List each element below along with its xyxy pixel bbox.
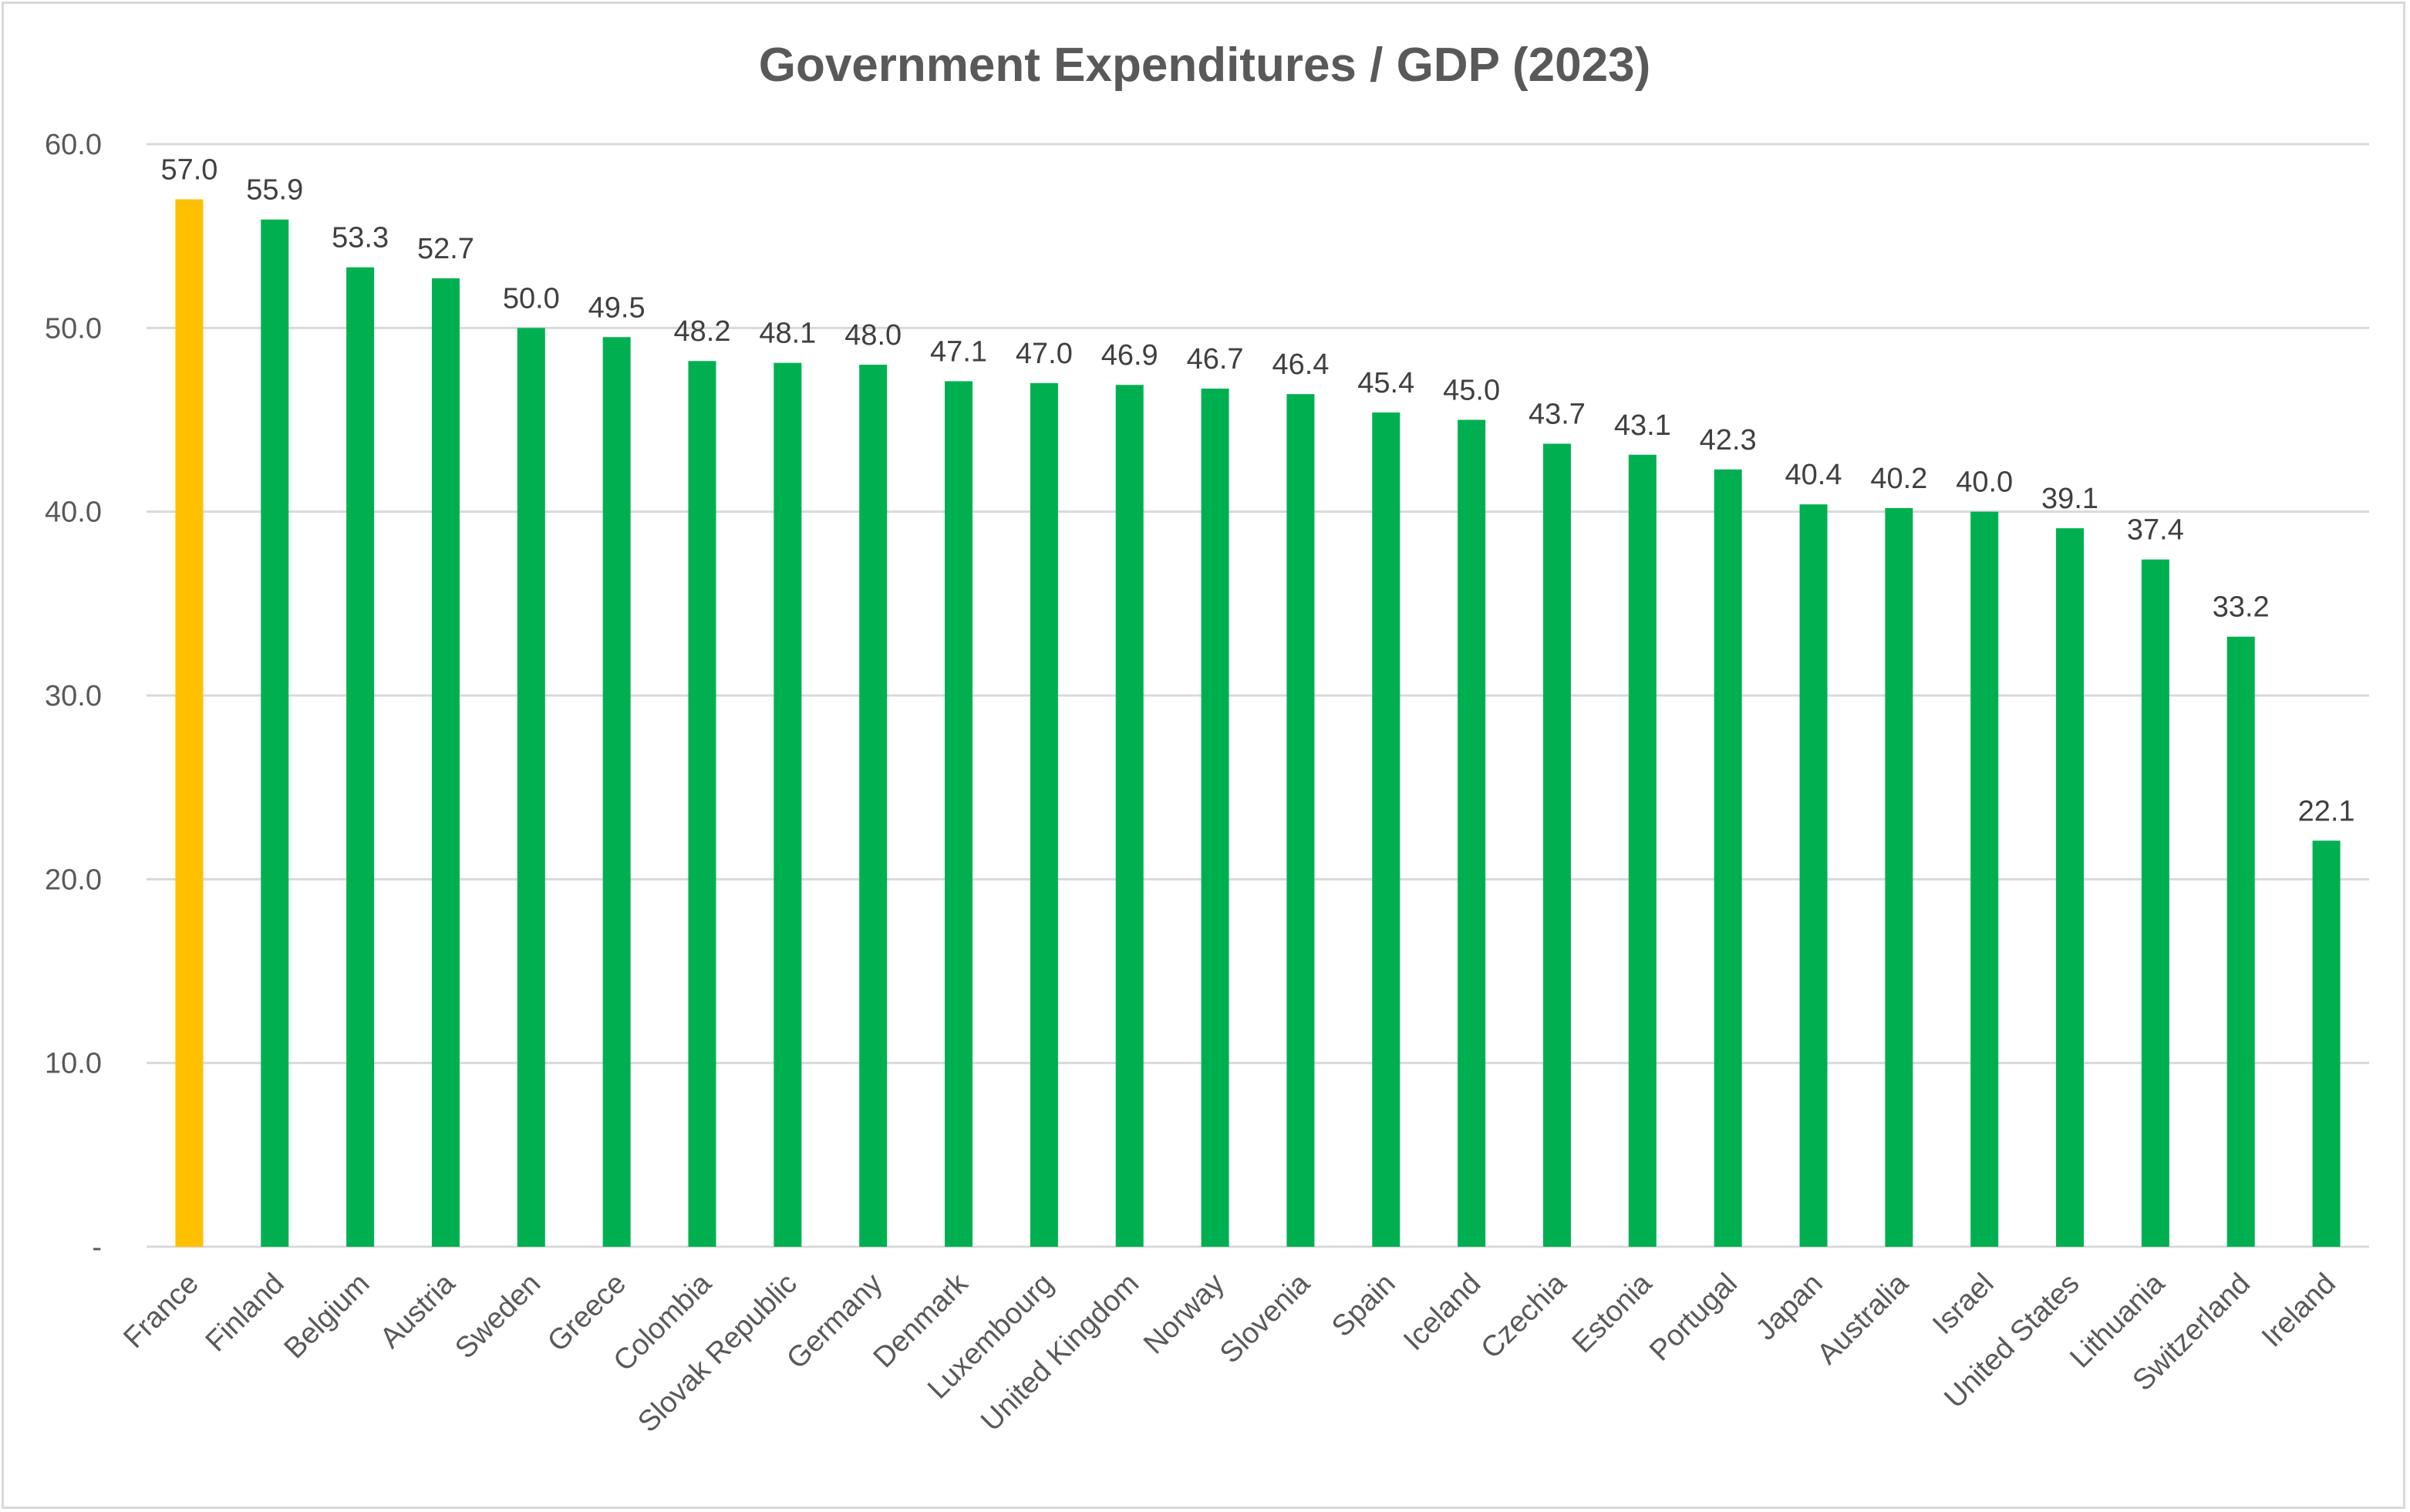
x-tick-label: Iceland (1397, 1268, 1487, 1357)
bar-united-states (2056, 528, 2085, 1247)
bar-greece (602, 337, 631, 1247)
x-tick-label: France (117, 1268, 204, 1355)
bar-portugal (1714, 469, 1742, 1247)
x-tick-label: Sweden (449, 1268, 547, 1366)
x-tick-label: Slovenia (1214, 1267, 1316, 1369)
x-tick-label: United Kingdom (975, 1268, 1145, 1438)
y-tick-label: 60.0 (45, 129, 102, 161)
y-tick-label: 20.0 (45, 864, 102, 896)
data-label: 40.4 (1785, 459, 1842, 491)
x-tick-label: Australia (1811, 1267, 1915, 1371)
y-tick-label: 40.0 (45, 497, 102, 529)
bar-luxembourg (1030, 382, 1058, 1247)
bar-iceland (1458, 419, 1486, 1247)
bar-united-kingdom (1115, 385, 1144, 1247)
bar-finland (261, 219, 289, 1247)
x-tick-label: Finland (200, 1268, 291, 1359)
y-tick-label: 10.0 (45, 1048, 102, 1080)
bar-germany (859, 365, 888, 1247)
bar-colombia (688, 361, 716, 1247)
x-tick-label: Spain (1326, 1268, 1401, 1343)
chart-title: Government Expenditures / GDP (2023) (759, 39, 1651, 92)
x-tick-label: Ireland (2256, 1268, 2342, 1354)
bar-sweden (517, 328, 545, 1247)
data-label: 47.0 (1016, 338, 1073, 370)
bar-slovenia (1286, 394, 1315, 1248)
y-tick-label: 50.0 (45, 312, 102, 345)
data-label: 53.3 (332, 222, 389, 254)
data-label: 50.0 (503, 282, 560, 315)
x-tick-label: Slovak Republic (632, 1268, 803, 1439)
data-label: 57.0 (160, 154, 217, 187)
bar-spain (1372, 412, 1400, 1247)
data-label: 45.4 (1357, 367, 1414, 399)
bar-australia (1885, 507, 1913, 1247)
bar-switzerland (2226, 636, 2255, 1247)
bar-estonia (1628, 454, 1657, 1247)
y-tick-label: - (92, 1231, 102, 1264)
data-label: 49.5 (588, 291, 645, 324)
bar-czechia (1542, 443, 1571, 1247)
x-tick-label: Israel (1926, 1268, 2000, 1341)
data-label: 40.2 (1870, 463, 1927, 495)
x-tick-label: Czechia (1475, 1267, 1573, 1365)
x-tick-label: Portugal (1643, 1268, 1744, 1368)
bar-israel (1970, 511, 1999, 1247)
x-tick-label: Japan (1750, 1268, 1829, 1347)
data-label: 33.2 (2213, 591, 2270, 624)
bar-denmark (945, 381, 973, 1248)
data-label: 55.9 (246, 174, 303, 207)
y-tick-label: 30.0 (45, 680, 102, 712)
data-label: 52.7 (417, 233, 474, 265)
bar-lithuania (2141, 559, 2169, 1247)
bar-belgium (346, 267, 375, 1247)
bar-ireland (2312, 840, 2341, 1247)
data-label: 42.3 (1700, 424, 1757, 456)
bar-japan (1799, 504, 1828, 1247)
data-label: 46.9 (1101, 339, 1158, 372)
data-label: 46.4 (1272, 349, 1329, 381)
data-label: 48.1 (759, 318, 816, 350)
bar-slovak-republic (774, 362, 802, 1247)
x-tick-label: Belgium (278, 1268, 376, 1366)
data-label: 40.0 (1956, 466, 2013, 499)
x-tick-label: Germany (780, 1268, 888, 1376)
bar-norway (1201, 388, 1229, 1247)
bar-france (175, 199, 204, 1247)
data-label: 45.0 (1443, 375, 1500, 407)
bar-austria (431, 278, 460, 1247)
data-label: 22.1 (2298, 795, 2355, 827)
data-label: 48.2 (674, 315, 731, 348)
data-label: 47.1 (930, 335, 987, 368)
data-label: 46.7 (1187, 343, 1244, 375)
data-label: 37.4 (2127, 514, 2184, 547)
data-label: 43.1 (1614, 409, 1671, 442)
data-label: 48.0 (844, 319, 902, 352)
data-label: 43.7 (1529, 398, 1586, 430)
data-label: 39.1 (2041, 483, 2098, 515)
